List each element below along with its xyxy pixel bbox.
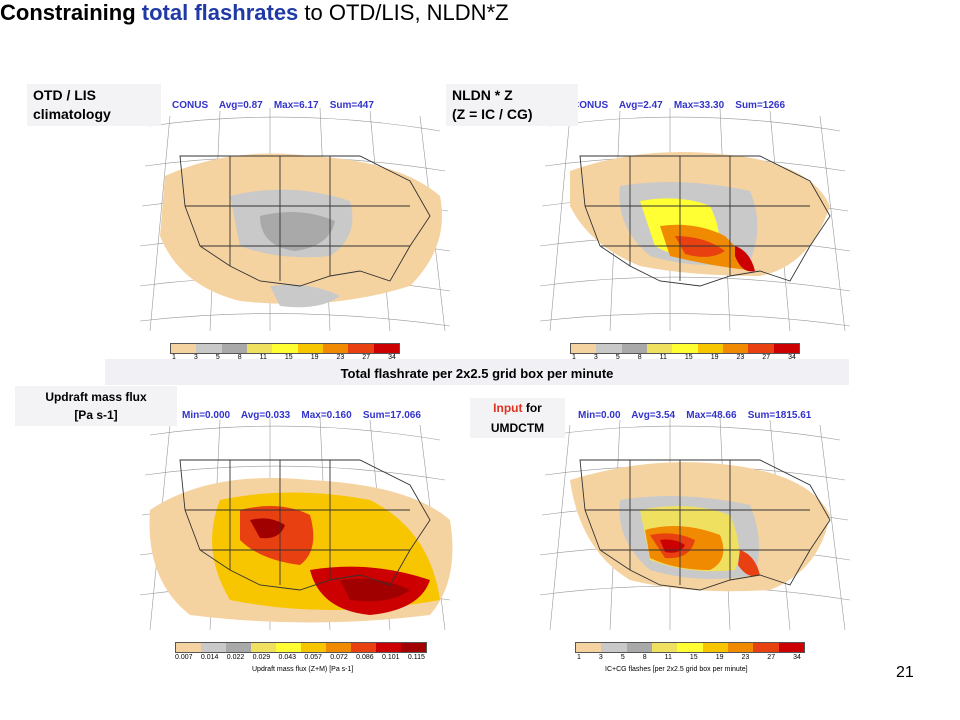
nldn-map — [510, 86, 870, 338]
grid-label: Total flashrate per 2x2.5 grid box per m… — [340, 366, 614, 381]
input-map-header: Min=0.00 Avg=3.54 Max=48.66 Sum=1815.61 — [578, 410, 812, 421]
page-number: 21 — [896, 664, 914, 681]
input-label: Input for UMDCTM — [470, 398, 565, 438]
input-colorbar — [575, 642, 805, 653]
input-colorbar-title: IC+CG flashes [per 2x2.5 grid box per mi… — [605, 666, 748, 673]
otd-colorbar — [170, 343, 400, 354]
input-map — [510, 400, 870, 635]
otd-lis-label: OTD / LIS climatology — [27, 84, 161, 126]
flashrate-field — [160, 153, 442, 308]
updraft-colorbar-title: Updraft mass flux (Z+M) [Pa s-1] — [252, 666, 354, 673]
nldn-map-header: CONUS Avg=2.47 Max=33.30 Sum=1266 — [572, 100, 786, 111]
flashrate-field — [570, 152, 830, 276]
updraft-map-header: Min=0.000 Avg=0.033 Max=0.160 Sum=17.066 — [182, 410, 421, 421]
updraft-colorbar — [175, 642, 427, 653]
input-field — [570, 462, 830, 592]
updraft-map — [110, 400, 470, 635]
grid-label-band — [105, 359, 849, 385]
slide-title: Constraining total flashrates to OTD/LIS… — [0, 0, 509, 25]
otd-map-header: CONUS Avg=0.87 Max=6.17 Sum=447 — [172, 100, 374, 111]
title-highlight: total flashrates — [141, 0, 299, 25]
otd-lis-map — [110, 86, 470, 338]
updraft-colorbar-ticks: 0.007 0.014 0.022 0.029 0.043 0.057 0.072 0.… — [175, 654, 425, 661]
nldn-label: NLDN * Z (Z = IC / CG) — [446, 84, 578, 126]
updraft-label: Updraft mass flux [Pa s-1] — [15, 386, 177, 426]
nldn-colorbar — [570, 343, 800, 354]
us-outline — [179, 155, 431, 287]
